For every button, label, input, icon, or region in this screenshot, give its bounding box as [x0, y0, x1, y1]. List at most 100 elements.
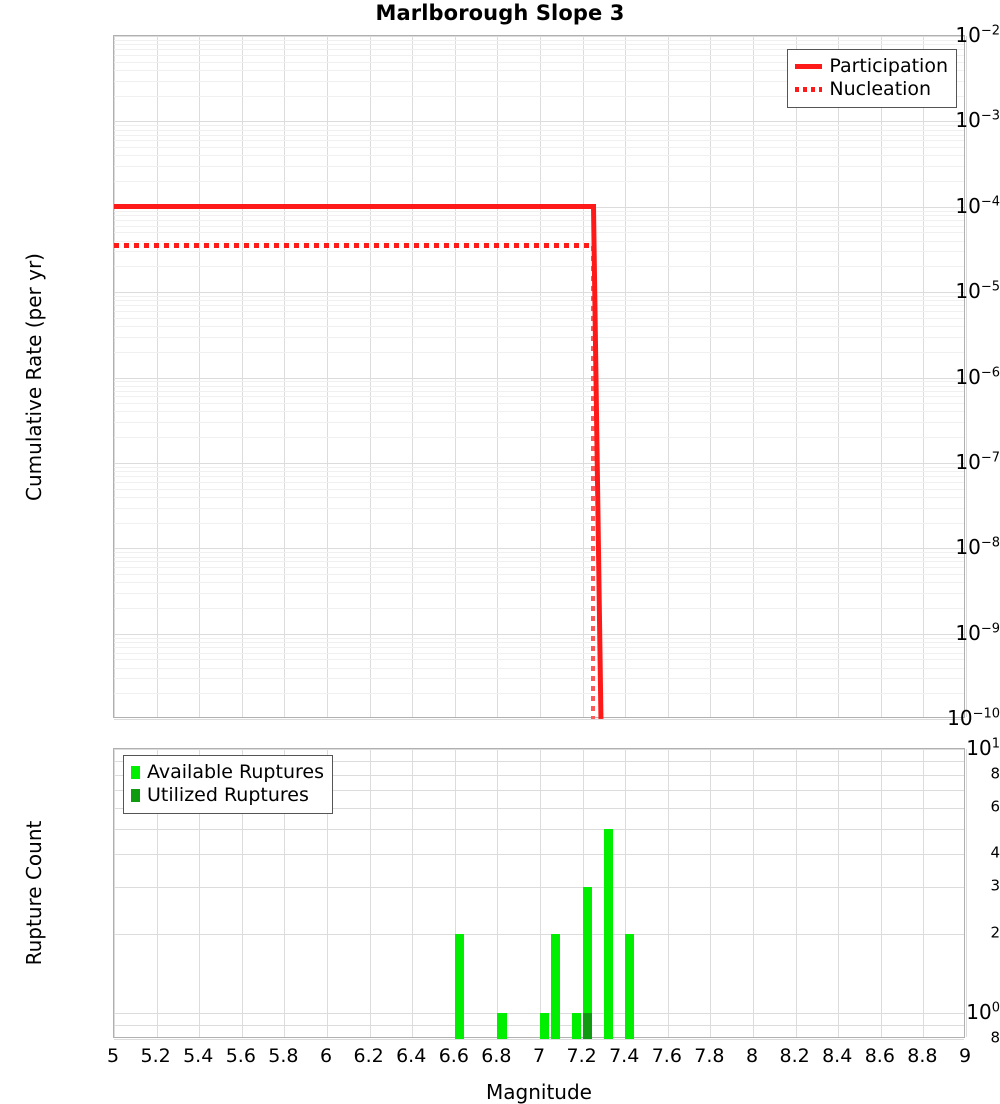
- grid-vertical: [369, 749, 371, 1037]
- grid-horizontal-minor: [114, 210, 964, 212]
- grid-horizontal: [114, 633, 964, 635]
- grid-vertical: [412, 36, 414, 717]
- y-tick-label: 10−9: [955, 620, 1000, 645]
- grid-horizontal-minor: [114, 351, 964, 353]
- cumulative-rate-axes: Participation Nucleation: [113, 35, 967, 720]
- grid-horizontal-minor: [114, 61, 964, 63]
- grid-vertical: [966, 749, 967, 1037]
- grid-vertical: [241, 36, 243, 717]
- grid-vertical: [497, 36, 499, 717]
- available-ruptures-swatch: [131, 766, 140, 779]
- grid-horizontal-minor: [114, 561, 964, 563]
- y-tick-label: 10−5: [955, 279, 1000, 304]
- x-tick-label: 5.6: [225, 1045, 256, 1067]
- grid-horizontal-minor: [114, 225, 964, 227]
- grid-vertical: [497, 749, 499, 1037]
- grid-vertical: [710, 749, 712, 1037]
- grid-horizontal-minor: [114, 667, 964, 669]
- grid-vertical: [156, 749, 158, 1037]
- grid-horizontal-minor: [114, 582, 964, 584]
- bar-available-ruptures: [454, 933, 464, 1039]
- rupture-count-axes: Available Ruptures Utilized Ruptures: [113, 748, 967, 1040]
- grid-horizontal: [114, 789, 964, 791]
- grid-horizontal: [114, 854, 964, 856]
- grid-vertical: [753, 749, 754, 1037]
- grid-horizontal-minor: [114, 49, 964, 51]
- grid-horizontal: [114, 887, 964, 889]
- bar-available-ruptures: [603, 828, 614, 1039]
- grid-vertical: [454, 749, 456, 1037]
- grid-horizontal: [114, 462, 964, 464]
- x-tick-label: 7.4: [609, 1045, 640, 1067]
- grid-horizontal-minor: [114, 134, 964, 136]
- grid-vertical: [156, 36, 158, 717]
- grid-horizontal-minor: [114, 507, 964, 509]
- grid-vertical: [795, 749, 797, 1037]
- x-tick-label: 5.8: [268, 1045, 299, 1067]
- bar-available-ruptures: [582, 887, 592, 1039]
- grid-horizontal-minor: [114, 251, 964, 253]
- magnitude-axis-label: Magnitude: [486, 1080, 592, 1104]
- grid-horizontal-minor: [114, 646, 964, 648]
- grid-horizontal-minor: [114, 140, 964, 142]
- y-tick-label: 6: [990, 797, 1000, 816]
- grid-horizontal-minor: [114, 44, 964, 46]
- grid-vertical: [540, 749, 541, 1037]
- grid-horizontal-minor: [114, 311, 964, 313]
- grid-horizontal-minor: [114, 147, 964, 149]
- grid-horizontal-minor: [114, 266, 964, 268]
- legend-item-nucleation: Nucleation: [795, 78, 948, 101]
- y-tick-label: 3: [990, 876, 1000, 895]
- grid-horizontal-minor: [114, 496, 964, 498]
- grid-horizontal: [114, 377, 964, 379]
- x-tick-label: 6.4: [396, 1045, 427, 1067]
- grid-horizontal-minor: [114, 336, 964, 338]
- y-tick-label: 101: [966, 736, 1000, 760]
- grid-horizontal-minor: [114, 396, 964, 398]
- grid-horizontal-minor: [114, 69, 964, 71]
- y-tick-label: 10−10: [947, 706, 1000, 730]
- grid-vertical: [667, 749, 669, 1037]
- grid-vertical: [199, 749, 201, 1037]
- participation-flat-segment: [114, 204, 597, 210]
- grid-horizontal-minor: [114, 552, 964, 554]
- grid-horizontal-minor: [114, 471, 964, 473]
- grid-vertical: [369, 36, 371, 717]
- grid-horizontal-minor: [114, 641, 964, 643]
- nucleation-flat-segment: [114, 243, 597, 249]
- grid-horizontal-minor: [114, 125, 964, 127]
- grid-vertical: [114, 36, 115, 717]
- grid-vertical: [327, 36, 328, 717]
- grid-horizontal-minor: [114, 556, 964, 558]
- y-tick-label: 10−3: [955, 108, 1000, 133]
- grid-vertical: [923, 36, 925, 717]
- y-tick-label: 4: [990, 843, 1000, 862]
- grid-vertical: [795, 36, 797, 717]
- grid-horizontal-minor: [114, 481, 964, 483]
- grid-vertical: [199, 36, 201, 717]
- grid-vertical: [540, 36, 541, 717]
- legend-item-utilized-ruptures: Utilized Ruptures: [131, 784, 324, 807]
- grid-vertical: [880, 749, 882, 1037]
- x-tick-label: 8.4: [822, 1045, 853, 1067]
- legend-label-utilized-ruptures: Utilized Ruptures: [147, 784, 309, 806]
- grid-vertical: [838, 36, 840, 717]
- grid-horizontal-minor: [114, 326, 964, 328]
- x-tick-label: 8.6: [864, 1045, 895, 1067]
- mfd-legend: Participation Nucleation: [787, 49, 957, 108]
- grid-vertical: [284, 749, 286, 1037]
- grid-horizontal-minor: [114, 390, 964, 392]
- x-tick-label: 8.8: [907, 1045, 938, 1067]
- grid-horizontal-minor: [114, 573, 964, 575]
- grid-horizontal: [114, 121, 964, 123]
- x-tick-label: 5: [106, 1045, 120, 1067]
- grid-horizontal-minor: [114, 693, 964, 695]
- grid-horizontal-minor: [114, 567, 964, 569]
- grid-horizontal-minor: [114, 381, 964, 383]
- y-tick-label: 10−4: [955, 193, 1000, 218]
- grid-vertical: [880, 36, 882, 717]
- utilized-ruptures-swatch: [131, 789, 140, 802]
- grid-vertical: [454, 36, 456, 717]
- grid-horizontal-minor: [114, 678, 964, 680]
- grid-horizontal-minor: [114, 296, 964, 298]
